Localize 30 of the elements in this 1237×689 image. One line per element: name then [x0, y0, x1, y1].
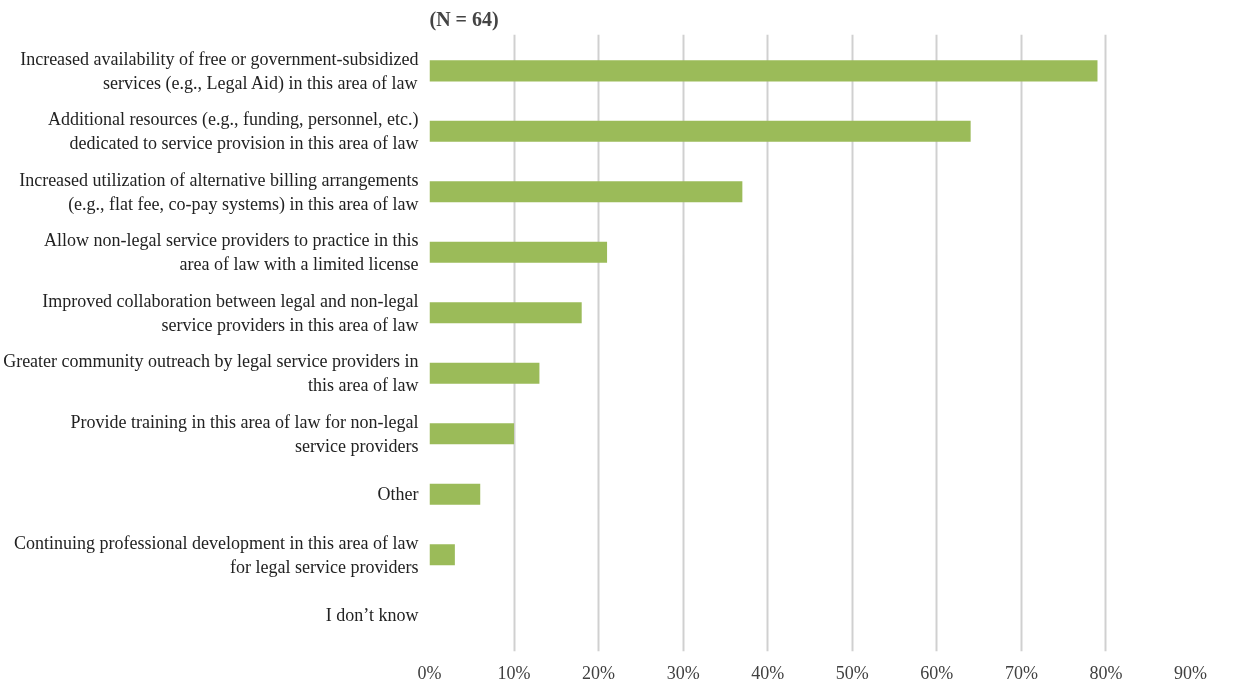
x-tick-label: 60% — [920, 662, 954, 683]
bar — [429, 483, 481, 505]
bar — [429, 544, 455, 566]
y-tick-label: Increased utilization of alternative billing arrangements (e.g., flat fee, co-pay systems) in this area of law — [19, 169, 419, 215]
x-tick-label: 70% — [1004, 662, 1038, 683]
y-tick-label: Continuing professional development in this area of law for legal service providers — [14, 532, 419, 577]
y-tick-label: Improved collaboration between legal and non-legal service providers in this area of law — [42, 290, 419, 335]
x-tick-label: 90% — [1174, 662, 1207, 683]
x-tick-label: 50% — [835, 662, 869, 683]
bar — [429, 120, 971, 142]
x-tick-label: 20% — [582, 662, 616, 683]
x-tick-label: 80% — [1089, 662, 1123, 683]
y-tick-label: Greater community outreach by legal service providers in this area of law — [3, 351, 419, 396]
bar — [429, 241, 608, 263]
bar — [429, 423, 515, 445]
y-tick-label: Other — [377, 484, 419, 505]
x-tick-label: 40% — [751, 662, 785, 683]
y-tick-label: Additional resources (e.g., funding, personnel, etc.) dedicated to service provision in this area of law — [48, 109, 419, 154]
bar — [429, 60, 1098, 82]
y-tick-label: Allow non-legal service providers to practice in this area of law with a limited license — [44, 230, 419, 275]
bar — [429, 362, 540, 384]
x-tick-label: 10% — [497, 662, 531, 683]
chart-title: (N = 64) — [429, 7, 499, 31]
y-tick-label: I don’t know — [325, 605, 419, 626]
y-tick-label: Provide training in this area of law for non-legal service providers — [70, 411, 419, 456]
bar — [429, 181, 743, 203]
x-tick-label: 0% — [417, 662, 442, 683]
x-tick-label: 30% — [666, 662, 700, 683]
y-tick-label: Increased availability of free or government-subsidized services (e.g., Legal Aid) in this area of law — [20, 48, 419, 94]
bar — [429, 302, 582, 324]
